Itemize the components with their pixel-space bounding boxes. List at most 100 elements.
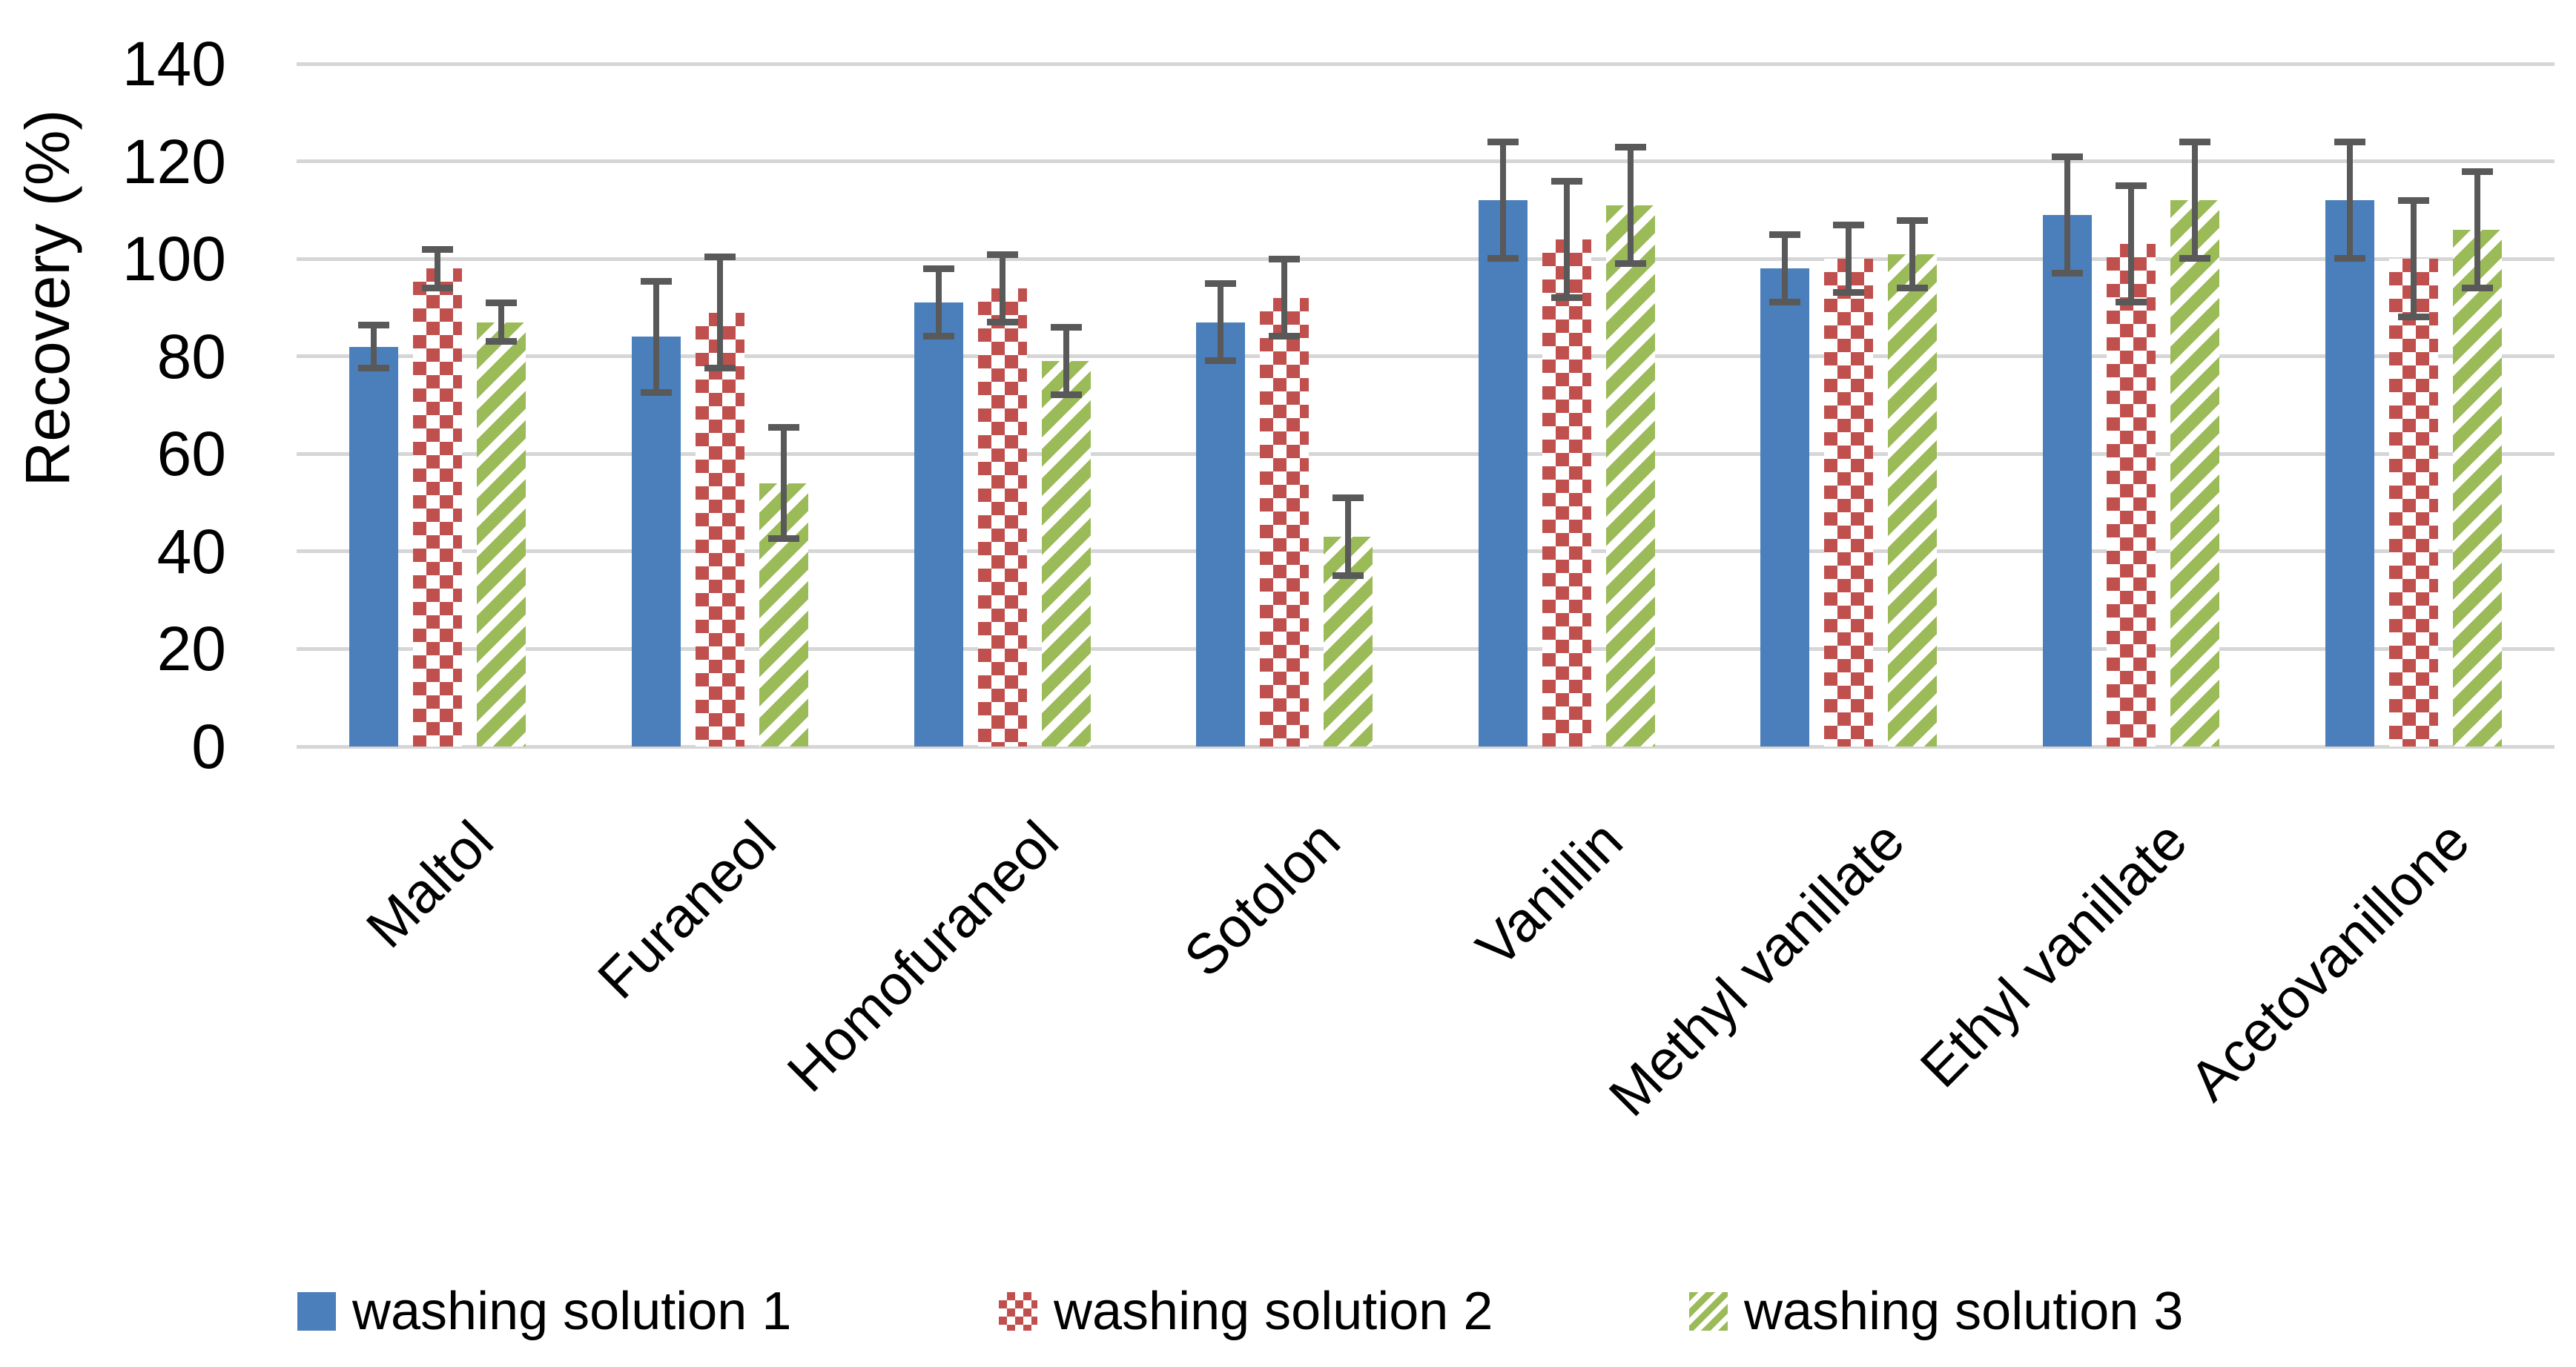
error-bar-line: [935, 268, 942, 337]
error-bar-cap-bottom: [358, 365, 390, 372]
x-axis-label-methyl-vanillate: Methyl vanillate: [1597, 809, 1918, 1128]
x-axis-label-maltol: Maltol: [354, 809, 506, 960]
error-bar-cap-bottom: [422, 284, 454, 291]
error-bar-cap-top: [2397, 197, 2429, 205]
bar-homofuraneol-s1: [914, 302, 963, 747]
error-bar-cap-top: [1614, 143, 1646, 150]
error-bar-cap-bottom: [986, 318, 1018, 325]
legend-label-3: washing solution 3: [1744, 1282, 2184, 1341]
error-bar-cap-top: [422, 245, 454, 253]
bar-ethyl-vanillate-s1: [2043, 214, 2093, 747]
error-bar-cap-top: [1833, 222, 1865, 229]
bar-furaneol-s2: [695, 312, 744, 747]
y-tick-label-40: 40: [156, 516, 226, 586]
bar-ethyl-vanillate-s3: [2170, 200, 2220, 747]
error-bar-cap-top: [486, 299, 518, 307]
error-bar-line: [2064, 156, 2071, 274]
error-bar-line: [2474, 171, 2480, 288]
gridline-y-40: [297, 549, 2554, 554]
error-bar-cap-bottom: [2052, 269, 2084, 277]
error-bar-cap-top: [1332, 494, 1364, 502]
error-bar-line: [2192, 142, 2199, 259]
gridline-y-60: [297, 451, 2554, 456]
error-bar-cap-bottom: [922, 333, 954, 340]
error-bar-cap-top: [1205, 280, 1237, 288]
gridline-y-120: [297, 159, 2554, 164]
x-axis-label-acetovanillone: Acetovanillone: [2177, 809, 2482, 1113]
gridline-y-0: [297, 744, 2554, 749]
error-bar-cap-top: [1550, 177, 1582, 185]
error-bar-cap-bottom: [1332, 572, 1364, 579]
error-bar-cap-top: [640, 277, 672, 285]
bar-ethyl-vanillate-s2: [2107, 244, 2156, 747]
bar-maltol-s1: [349, 346, 399, 747]
error-bar-line: [1063, 327, 1069, 396]
bar-vanillin-s2: [1542, 239, 1591, 747]
error-bar-cap-bottom: [2334, 255, 2365, 262]
error-bar-line: [1909, 219, 1916, 288]
error-bar-cap-bottom: [704, 365, 736, 372]
bar-furaneol-s1: [631, 337, 681, 747]
error-bar-cap-top: [2334, 139, 2365, 146]
x-axis-label-vanillin: Vanillin: [1464, 809, 1635, 979]
error-bar-cap-bottom: [2116, 299, 2147, 306]
error-bar-line: [1499, 142, 1506, 259]
x-axis-label-sotolon: Sotolon: [1172, 809, 1353, 989]
x-axis-label-furaneol: Furaneol: [586, 809, 788, 1011]
bar-methyl-vanillate-s2: [1824, 259, 1874, 747]
error-bar-line: [2346, 142, 2353, 259]
error-bar-line: [999, 254, 1005, 322]
legend-marker-2: [999, 1292, 1037, 1331]
error-bar-cap-bottom: [486, 337, 518, 345]
error-bar-cap-bottom: [1833, 289, 1865, 297]
error-bar-cap-top: [2116, 182, 2147, 190]
error-bar-cap-top: [767, 424, 799, 431]
bar-homofuraneol-s3: [1041, 361, 1091, 747]
x-axis-label-homofuraneol: Homofuraneol: [775, 809, 1071, 1105]
y-tick-label-140: 140: [122, 29, 226, 99]
legend-label-1: washing solution 1: [352, 1282, 792, 1341]
error-bar-cap-bottom: [1205, 357, 1237, 365]
error-bar-line: [2128, 185, 2135, 303]
bar-sotolon-s2: [1260, 297, 1310, 747]
y-tick-label-60: 60: [156, 419, 226, 489]
error-bar-cap-top: [2052, 153, 2084, 160]
y-tick-label-80: 80: [156, 321, 226, 391]
legend-entry-2: washing solution 2: [999, 1285, 1493, 1338]
legend-label-2: washing solution 2: [1054, 1282, 1493, 1341]
error-bar-line: [1846, 225, 1852, 294]
error-bar-line: [1218, 283, 1224, 362]
gridline-y-80: [297, 354, 2554, 359]
error-bar-cap-top: [358, 321, 390, 328]
error-bar-cap-top: [2179, 139, 2211, 146]
y-tick-label-20: 20: [156, 614, 226, 684]
bar-sotolon-s1: [1196, 322, 1246, 747]
error-bar-cap-bottom: [767, 535, 799, 543]
bar-acetovanillone-s1: [2325, 200, 2374, 747]
bar-furaneol-s3: [759, 483, 808, 747]
error-bar-cap-top: [704, 253, 736, 260]
bar-acetovanillone-s2: [2388, 259, 2438, 747]
bar-maltol-s3: [477, 322, 526, 747]
error-bar-line: [435, 248, 441, 288]
error-bar-line: [716, 256, 723, 369]
error-bar-line: [653, 280, 659, 394]
error-bar-line: [1782, 234, 1789, 303]
error-bar-cap-bottom: [1050, 391, 1082, 399]
legend-entry-1: washing solution 1: [297, 1285, 791, 1338]
gridline-y-140: [297, 62, 2554, 66]
error-bar-cap-bottom: [1487, 255, 1519, 262]
error-bar-cap-bottom: [1550, 294, 1582, 301]
y-tick-label-120: 120: [122, 126, 226, 196]
bar-vanillin-s1: [1478, 200, 1528, 747]
error-bar-line: [1627, 146, 1634, 264]
gridline-y-100: [297, 256, 2554, 261]
bar-homofuraneol-s2: [977, 288, 1027, 747]
error-bar-cap-top: [1050, 324, 1082, 331]
error-bar-cap-bottom: [640, 389, 672, 397]
bar-methyl-vanillate-s1: [1760, 268, 1810, 747]
error-bar-cap-top: [2461, 168, 2493, 175]
bar-vanillin-s3: [1605, 205, 1655, 747]
error-bar-line: [1563, 180, 1570, 298]
